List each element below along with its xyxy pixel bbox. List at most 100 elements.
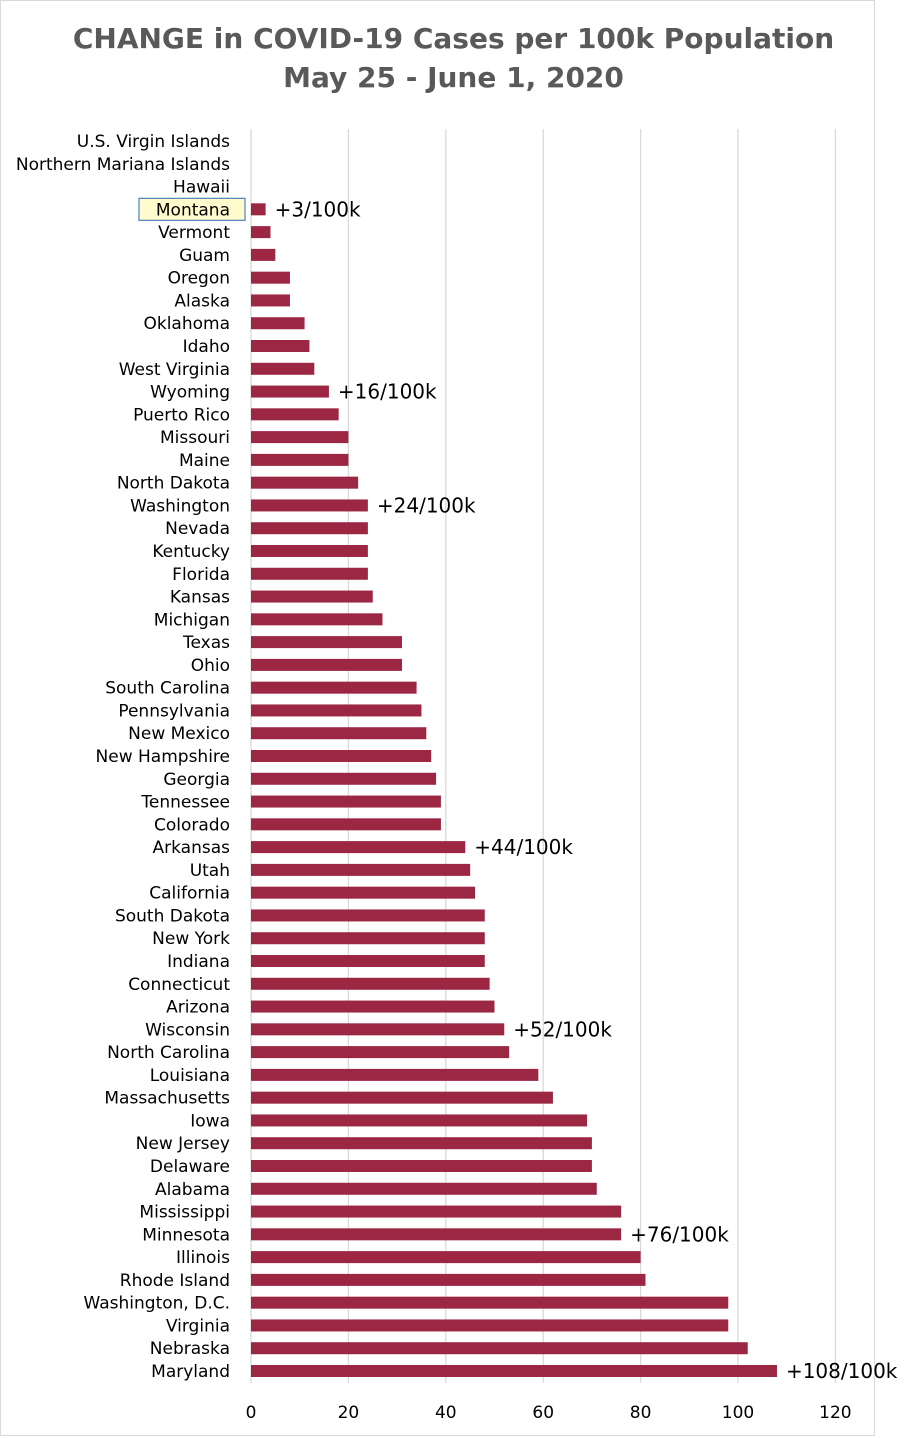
bar bbox=[251, 977, 490, 990]
category-label: Ohio bbox=[191, 656, 230, 676]
bar bbox=[251, 340, 310, 352]
bar bbox=[251, 362, 315, 375]
bar bbox=[251, 1114, 588, 1127]
data-label: +3/100k bbox=[275, 197, 361, 221]
bar bbox=[251, 1342, 748, 1355]
bar bbox=[251, 1160, 592, 1172]
bar bbox=[251, 545, 368, 557]
category-label: New Jersey bbox=[136, 1134, 230, 1154]
category-label: North Carolina bbox=[107, 1043, 230, 1063]
bar bbox=[251, 613, 383, 626]
bar bbox=[251, 795, 441, 808]
bar bbox=[251, 1273, 646, 1286]
bar bbox=[251, 408, 339, 421]
category-label: Kentucky bbox=[152, 542, 230, 562]
bar bbox=[251, 271, 290, 284]
bar bbox=[251, 909, 485, 922]
category-label: Virginia bbox=[166, 1316, 230, 1336]
category-label: New Mexico bbox=[128, 724, 230, 744]
x-tick-label: 80 bbox=[630, 1403, 652, 1423]
bar bbox=[251, 772, 437, 785]
category-label: South Dakota bbox=[115, 906, 230, 926]
category-label: Northern Mariana Islands bbox=[16, 155, 230, 175]
bar bbox=[251, 1319, 729, 1332]
bar bbox=[251, 636, 402, 649]
bar bbox=[251, 567, 368, 580]
category-label: Kansas bbox=[170, 588, 230, 608]
bar bbox=[251, 955, 485, 967]
category-label: Massachusetts bbox=[104, 1089, 230, 1109]
gridlines bbox=[250, 129, 837, 1383]
category-label: Alaska bbox=[174, 291, 230, 311]
bar bbox=[251, 385, 329, 398]
category-label: Pennsylvania bbox=[118, 701, 230, 721]
bar bbox=[251, 727, 427, 740]
bar bbox=[251, 750, 432, 762]
bar bbox=[251, 932, 485, 945]
data-label: +76/100k bbox=[630, 1222, 729, 1246]
category-label: Texas bbox=[182, 633, 230, 653]
bar bbox=[251, 1228, 622, 1241]
chart-frame bbox=[0, 0, 875, 1436]
category-label: California bbox=[149, 884, 230, 904]
highlight-box bbox=[138, 197, 246, 221]
bar bbox=[251, 1068, 539, 1081]
category-label: Guam bbox=[179, 246, 230, 266]
category-label: Michigan bbox=[154, 610, 230, 630]
bar bbox=[251, 476, 359, 489]
bar bbox=[251, 818, 441, 831]
category-label: Puerto Rico bbox=[133, 405, 230, 425]
category-label: Oregon bbox=[168, 269, 230, 289]
category-label: West Virginia bbox=[119, 360, 230, 380]
x-tick-label: 100 bbox=[722, 1403, 754, 1423]
x-tick-label: 20 bbox=[338, 1403, 360, 1423]
category-label: Washington, D.C. bbox=[84, 1294, 230, 1314]
category-label: New Hampshire bbox=[96, 747, 230, 767]
data-labels: +3/100k +16/100k +24/100k +44/100k +52/100k +… bbox=[275, 197, 898, 1383]
category-label: Vermont bbox=[158, 223, 230, 243]
category-label: Indiana bbox=[167, 952, 230, 972]
bar bbox=[251, 1182, 597, 1195]
category-label: U.S. Virgin Islands bbox=[77, 132, 230, 152]
bar bbox=[251, 1046, 510, 1059]
category-label: Wisconsin bbox=[145, 1020, 230, 1040]
chart-title: CHANGE in COVID-19 Cases per 100k Popula… bbox=[72, 22, 835, 55]
bar bbox=[251, 886, 476, 899]
bar bbox=[251, 658, 402, 671]
data-label: +52/100k bbox=[513, 1017, 612, 1041]
bar bbox=[251, 841, 466, 854]
category-label: Delaware bbox=[150, 1157, 230, 1177]
bar bbox=[251, 203, 266, 216]
x-tick-label: 120 bbox=[819, 1403, 851, 1423]
category-label: Washington bbox=[130, 496, 230, 516]
category-label: New York bbox=[152, 929, 230, 949]
category-label: Minnesota bbox=[142, 1225, 230, 1245]
bar bbox=[251, 1091, 553, 1104]
category-label: Arizona bbox=[166, 998, 230, 1018]
bar bbox=[251, 1296, 729, 1309]
x-tick-labels: 0 20 40 60 80 100 120 bbox=[246, 1403, 852, 1423]
category-label: Idaho bbox=[183, 337, 230, 357]
category-label: Louisiana bbox=[150, 1066, 230, 1086]
category-label: Utah bbox=[190, 861, 230, 881]
x-tick-label: 0 bbox=[246, 1403, 257, 1423]
category-label: Florida bbox=[172, 565, 230, 585]
bar bbox=[251, 1137, 592, 1150]
chart-subtitle: May 25 - June 1, 2020 bbox=[283, 61, 624, 94]
category-label: Maine bbox=[179, 451, 230, 471]
bar bbox=[251, 248, 276, 261]
x-tick-label: 40 bbox=[435, 1403, 457, 1423]
bar bbox=[251, 1251, 641, 1264]
data-label: +44/100k bbox=[474, 835, 573, 859]
bar bbox=[251, 453, 349, 466]
category-label: North Dakota bbox=[117, 474, 230, 494]
category-label: Nebraska bbox=[150, 1339, 230, 1359]
bar bbox=[251, 431, 349, 444]
data-label: +16/100k bbox=[338, 380, 437, 404]
category-label: South Carolina bbox=[105, 679, 230, 699]
category-label: Colorado bbox=[154, 815, 230, 835]
bar bbox=[251, 294, 290, 307]
category-label: Illinois bbox=[176, 1248, 230, 1268]
category-label: Hawaii bbox=[173, 178, 230, 198]
